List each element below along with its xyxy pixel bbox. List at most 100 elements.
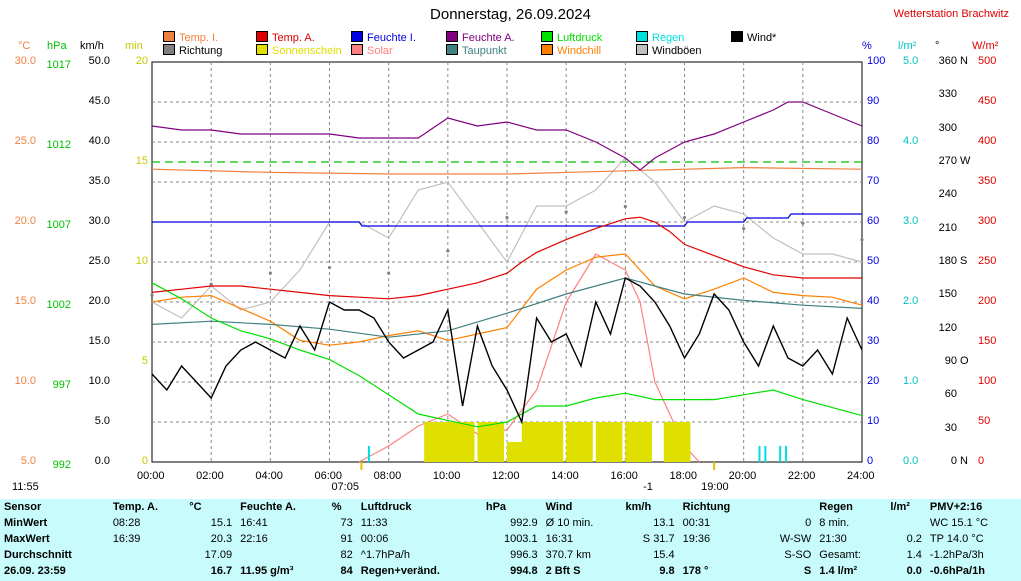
tick-label: 300 xyxy=(978,215,997,227)
legend-label: Windchill xyxy=(557,45,602,57)
tick-label: 210 xyxy=(938,221,957,234)
chart-plot xyxy=(150,61,864,470)
table-cell: 26.09. 23:59 xyxy=(4,565,66,577)
tick-label: 0 xyxy=(867,455,874,467)
tick-label: 80 xyxy=(867,135,880,147)
tick-label: 200 xyxy=(978,295,997,307)
table-cell: 21:30 xyxy=(819,533,847,545)
legend-item: Windchill xyxy=(541,44,601,58)
direction-point xyxy=(682,215,687,220)
table-cell: 16:31 xyxy=(545,533,574,545)
legend-swatch xyxy=(351,44,363,55)
tick-label: 50.0 xyxy=(88,55,110,67)
tick-label: 270 xyxy=(938,155,957,167)
tick-label: 500 xyxy=(978,55,997,67)
axis-unit-lm2: l/m² xyxy=(898,40,917,52)
tick-label: 08:00 xyxy=(373,470,402,482)
table-cell: 08:28 xyxy=(112,517,141,529)
rain-bar xyxy=(785,446,788,462)
station-name[interactable]: Wetterstation Brachwitz xyxy=(893,8,1009,20)
legend-label: Luftdruck xyxy=(557,32,603,44)
table-cell: Durchschnitt xyxy=(4,549,72,561)
table-cell: 9.8 xyxy=(659,565,675,577)
table-cell: 22:16 xyxy=(240,533,268,545)
table-row: MinWert 08:28 15.1 16:41 73 11:33 992.9 Ø 10 mi… xyxy=(0,515,1021,531)
tick-label: 400 xyxy=(978,135,997,147)
legend-item: Feuchte I. xyxy=(351,31,416,45)
tick-label: 40 xyxy=(867,295,880,307)
legend-swatch xyxy=(636,31,648,42)
table-cell: 0.2 xyxy=(906,533,922,545)
tick-label: 10.0 xyxy=(14,375,36,387)
tick-label: 10:00 xyxy=(432,470,461,482)
table-header: Wind xyxy=(545,501,573,513)
legend-item: Richtung xyxy=(163,44,222,58)
table-cell: 1.4 l/m² xyxy=(819,565,858,577)
tick-label: S xyxy=(960,255,968,267)
tick-label: 45.0 xyxy=(88,95,110,107)
tick-label: 30.0 xyxy=(88,215,110,227)
axis-unit-wm2: W/m² xyxy=(972,40,999,52)
tick-label: 90 xyxy=(867,95,880,107)
legend-item: Temp. I. xyxy=(163,31,218,45)
tick-label: 997 xyxy=(52,379,71,391)
tick-label: 10.0 xyxy=(88,375,110,387)
table-cell xyxy=(236,547,328,563)
axis-unit-deg: ° xyxy=(935,40,940,52)
tick-label: 180 xyxy=(938,255,957,267)
legend-swatch xyxy=(351,31,363,42)
tick-label: 25.0 xyxy=(88,255,110,267)
tick-label: 00:00 xyxy=(137,470,165,482)
table-row: MaxWert 16:39 20.3 22:16 91 00:06 1003.1 16:31 S… xyxy=(0,531,1021,547)
table-cell xyxy=(886,515,926,531)
tick-label: 10 xyxy=(867,415,880,427)
tick-label: 14:00 xyxy=(551,470,579,482)
table-cell: 0 xyxy=(805,517,812,529)
tick-label: 250 xyxy=(978,255,997,267)
table-cell: 996.3 xyxy=(510,549,538,561)
tick-label: 30 xyxy=(867,335,880,347)
series-line xyxy=(151,166,863,175)
table-cell: 1.4 xyxy=(906,549,922,561)
table-cell: 994.8 xyxy=(510,565,538,577)
legend-label: Taupunkt xyxy=(462,45,507,57)
tick-label: 350 xyxy=(978,175,997,187)
table-cell: 82 xyxy=(340,549,353,561)
tick-label: 50 xyxy=(978,415,991,427)
tick-label: 150 xyxy=(978,335,997,347)
direction-point xyxy=(564,210,568,214)
tick-label: 330 xyxy=(938,88,957,101)
tick-label: 35.0 xyxy=(88,175,110,187)
tick-label: 1017 xyxy=(46,59,71,71)
series-line xyxy=(151,253,863,346)
legend-label: Richtung xyxy=(179,45,223,57)
table-cell: 1003.1 xyxy=(503,533,538,545)
tick-label: 60 xyxy=(944,388,957,401)
axis-unit-hpa: hPa xyxy=(47,40,67,52)
table-cell: Ø 10 min. xyxy=(545,517,594,529)
direction-point xyxy=(505,215,509,220)
legend-swatch xyxy=(256,44,268,55)
tick-label: 40.0 xyxy=(88,135,110,147)
direction-point xyxy=(387,271,391,275)
direction-point xyxy=(446,249,450,253)
table-header: % xyxy=(331,501,342,513)
table-header: Richtung xyxy=(682,501,731,513)
table-header: Luftdruck xyxy=(360,501,412,513)
table-cell: S 31.7 xyxy=(642,533,675,545)
tick-label: 100 xyxy=(978,375,997,387)
table-cell: 19:36 xyxy=(682,533,711,545)
tick-label: 0.0 xyxy=(903,455,919,467)
series-line xyxy=(152,213,862,227)
direction-point xyxy=(801,221,805,225)
sunshine-bar xyxy=(536,422,564,462)
tick-label: 90 xyxy=(944,355,957,367)
legend-swatch xyxy=(446,44,458,55)
table-cell: 00:31 xyxy=(682,517,711,529)
table-cell: 178 ° xyxy=(682,565,709,577)
sunshine-bar xyxy=(663,422,691,462)
tick-label: 30 xyxy=(944,421,957,434)
tick-label: 3.0 xyxy=(903,215,919,227)
table-cell: 20.3 xyxy=(210,533,233,545)
